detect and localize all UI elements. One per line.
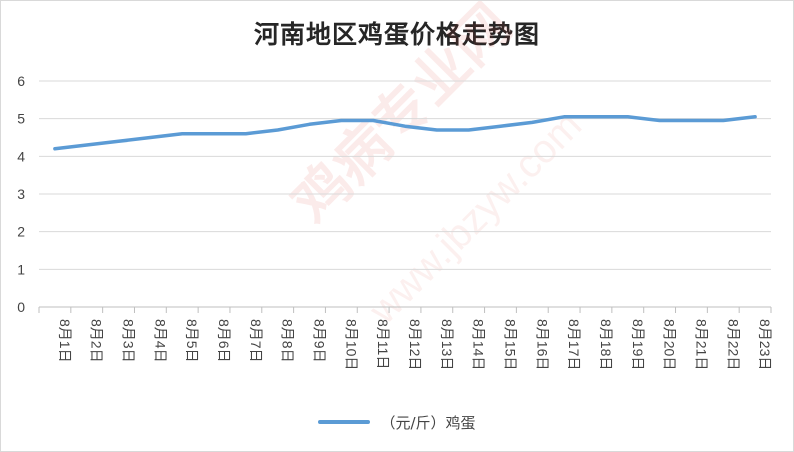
y-tick-label: 4 — [17, 148, 25, 164]
legend-label: （元/斤）鸡蛋 — [380, 413, 476, 432]
x-tick-label: 8月5日 — [184, 319, 200, 363]
x-tick-label: 8月19日 — [630, 319, 646, 370]
x-tick-label: 8月10日 — [343, 319, 359, 370]
x-tick-label: 8月4日 — [152, 319, 168, 363]
x-tick-label: 8月23日 — [757, 319, 773, 370]
x-tick-label: 8月13日 — [439, 319, 455, 370]
x-tick-label: 8月20日 — [662, 319, 678, 370]
x-tick-label: 8月18日 — [598, 319, 614, 370]
y-tick-label: 6 — [17, 73, 25, 89]
y-tick-label: 3 — [17, 186, 25, 202]
x-tick-label: 8月3日 — [121, 319, 137, 363]
y-tick-label: 2 — [17, 224, 25, 240]
y-tick-label: 5 — [17, 111, 25, 127]
x-tick-label: 8月14日 — [471, 319, 487, 370]
series-line — [53, 115, 757, 151]
x-tick-label: 8月17日 — [566, 319, 582, 370]
x-tick-label: 8月12日 — [407, 319, 423, 370]
x-tick-label: 8月16日 — [534, 319, 550, 370]
x-tick-label: 8月9日 — [312, 319, 328, 363]
x-tick-label: 8月22日 — [725, 319, 741, 370]
x-tick-label: 8月2日 — [89, 319, 105, 363]
x-tick-label: 8月15日 — [502, 319, 518, 370]
x-tick-label: 8月21日 — [693, 319, 709, 370]
y-tick-label: 0 — [17, 299, 25, 315]
x-tick-label: 8月11日 — [375, 319, 391, 369]
x-tick-label: 8月8日 — [280, 319, 296, 363]
y-tick-label: 1 — [17, 261, 25, 277]
legend-swatch — [318, 420, 371, 424]
x-tick-label: 8月6日 — [216, 319, 232, 363]
x-tick-label: 8月7日 — [248, 319, 264, 363]
legend: （元/斤）鸡蛋 — [1, 409, 793, 433]
x-tick-label: 8月1日 — [57, 319, 73, 363]
chart-title: 河南地区鸡蛋价格走势图 — [253, 20, 540, 49]
